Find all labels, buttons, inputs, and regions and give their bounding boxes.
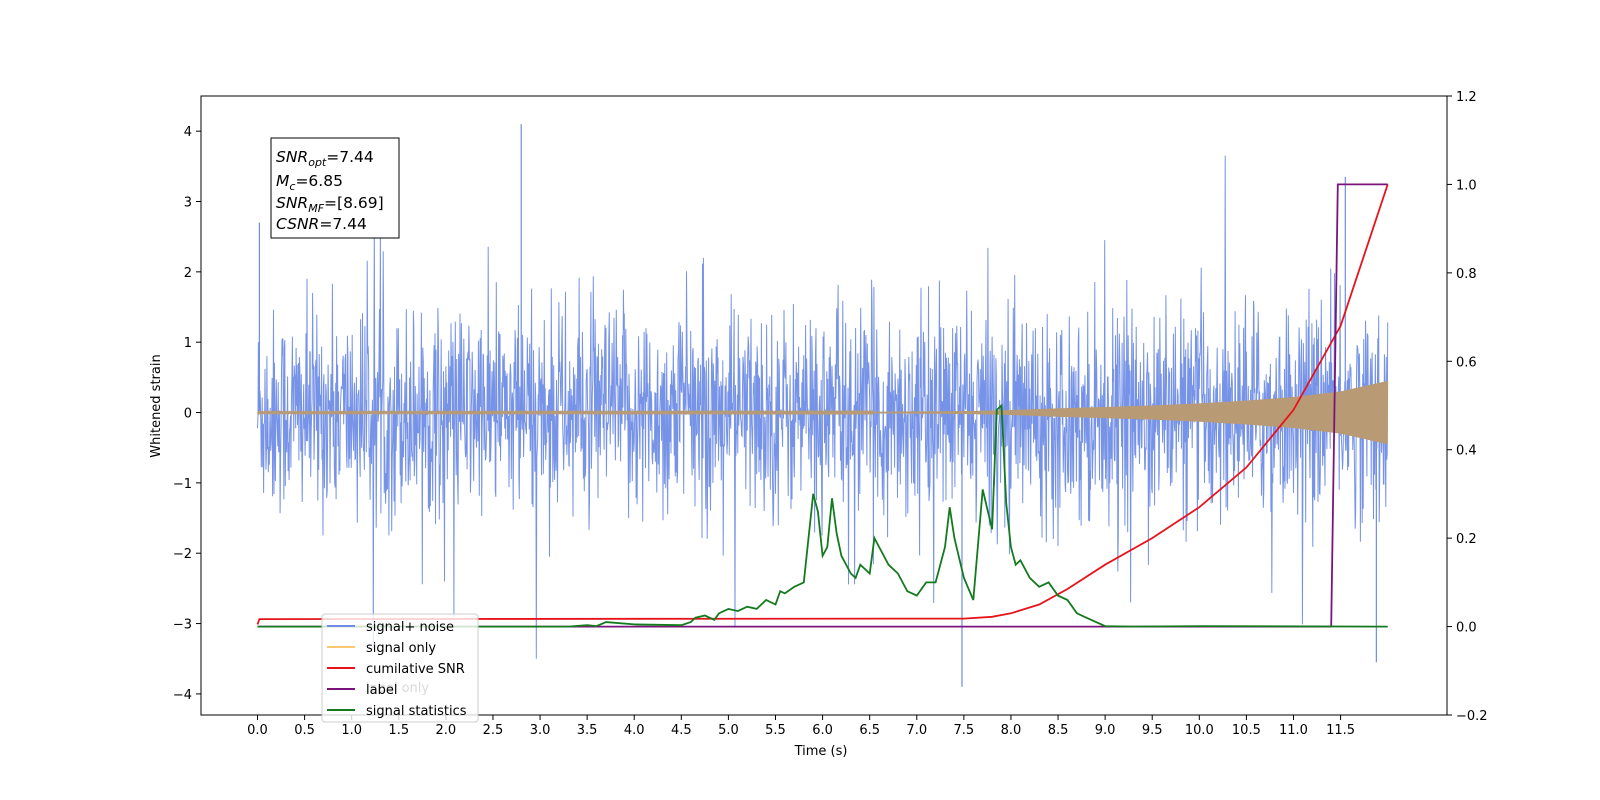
axes-frame <box>200 95 1448 716</box>
y-left-tick-label: −3 <box>173 618 192 633</box>
series-label-line <box>257 183 1388 628</box>
legend-label-signal-statistics: signal statistics <box>366 704 467 719</box>
annotation-symbol: CSNR <box>276 215 319 233</box>
annotation-symbol: SNR <box>276 148 308 166</box>
y-right-tick-label: 0.6 <box>1456 355 1477 370</box>
x-tick-label: 11.0 <box>1279 723 1308 738</box>
y-left-tick-label: 3 <box>184 196 192 211</box>
y-right-tick-label: 0.0 <box>1456 621 1477 636</box>
y-axis-left-label: Whitened strain <box>149 354 164 457</box>
y-axis-right: −0.2 0.0 0.2 0.4 0.6 0.8 1.0 1.2 <box>1447 90 1488 724</box>
y-right-tick-label: −0.2 <box>1456 709 1488 724</box>
x-tick-label: 8.0 <box>1001 723 1022 738</box>
legend-label-signal-noise: signal+ noise <box>366 620 454 635</box>
x-tick-label: 9.0 <box>1095 723 1116 738</box>
legend-label-label: label <box>366 683 397 698</box>
annotation-subscript: c <box>289 180 295 193</box>
legend-frame <box>321 613 479 723</box>
annotation-symbol: M <box>276 172 289 190</box>
x-tick-label: 10.0 <box>1185 723 1214 738</box>
annotation-line-snr-mf: SNRMF=[8.69] <box>276 194 384 215</box>
annotation-line-csnr: CSNR=7.44 <box>276 215 367 233</box>
annotation-value: =7.44 <box>319 215 367 233</box>
stats-annotation-box: SNRopt=7.44 Mc=6.85 SNRMF=[8.69] CSNR=7.… <box>270 137 400 239</box>
legend: label only signal+ noise signal only cum… <box>321 613 479 723</box>
series-signal-statistics-line <box>257 403 1388 628</box>
y-right-tick-label: 1.2 <box>1456 90 1477 105</box>
x-tick-label: 1.0 <box>341 723 362 738</box>
y-left-tick-label: −1 <box>173 477 192 492</box>
x-tick-label: 7.0 <box>906 723 927 738</box>
x-tick-label: 11.5 <box>1326 723 1355 738</box>
y-left-tick-label: 2 <box>184 266 192 281</box>
signal-series-layer <box>257 380 1389 445</box>
y-left-tick-label: −4 <box>173 688 192 703</box>
y-right-tick-label: 1.0 <box>1456 178 1477 193</box>
noise-series-layer <box>257 124 1389 687</box>
y-right-tick-label: 0.4 <box>1456 444 1477 459</box>
y-right-tick-label: 0.2 <box>1456 532 1477 547</box>
y-left-tick-label: 4 <box>184 125 192 140</box>
x-tick-label: 4.5 <box>671 723 692 738</box>
annotation-symbol: SNR <box>276 194 308 212</box>
plot-area <box>256 124 1389 687</box>
annotation-frame <box>270 137 400 239</box>
x-tick-label: 10.5 <box>1232 723 1261 738</box>
legend-label-signal-only: signal only <box>366 641 436 656</box>
series-signal-only-line <box>257 380 1389 445</box>
series-cumulative-snr-line <box>256 184 1389 625</box>
annotation-value: =6.85 <box>295 172 343 190</box>
legend-label-cumulative-snr: cumilative SNR <box>366 662 465 677</box>
y-axis-left: −4 −3 −2 −1 0 1 2 3 4 <box>173 125 201 703</box>
y-right-tick-label: 0.8 <box>1456 267 1477 282</box>
x-tick-label: 0.5 <box>294 723 315 738</box>
x-tick-label: 8.5 <box>1048 723 1069 738</box>
x-tick-label: 9.5 <box>1142 723 1163 738</box>
annotation-line-mc: Mc=6.85 <box>276 172 343 193</box>
x-tick-label: 1.5 <box>388 723 409 738</box>
x-tick-label: 3.0 <box>530 723 551 738</box>
annotation-line-snr-opt: SNRopt=7.44 <box>276 148 374 169</box>
annotation-value: =[8.69] <box>324 194 384 212</box>
x-axis: 0.0 0.5 1.0 1.5 2.0 2.5 3.0 3.5 4.0 4.5 5.0 5.5 6.0 6… <box>247 715 1355 738</box>
x-tick-label: 0.0 <box>247 723 268 738</box>
x-axis-label: Time (s) <box>794 744 848 759</box>
y-left-tick-label: 0 <box>184 407 192 422</box>
x-tick-label: 5.0 <box>718 723 739 738</box>
annotation-subscript: MF <box>308 202 324 215</box>
x-tick-label: 4.0 <box>624 723 645 738</box>
x-tick-label: 2.5 <box>483 723 504 738</box>
x-tick-label: 7.5 <box>954 723 975 738</box>
x-tick-label: 6.0 <box>812 723 833 738</box>
legend-hidden-entry-label-only: label only <box>366 681 429 696</box>
y-left-tick-label: 1 <box>184 336 192 351</box>
annotation-subscript: opt <box>308 156 327 169</box>
x-tick-label: 6.5 <box>859 723 880 738</box>
y-left-tick-label: −2 <box>173 547 192 562</box>
x-tick-label: 5.5 <box>765 723 786 738</box>
x-tick-label: 2.0 <box>436 723 457 738</box>
x-tick-label: 3.5 <box>577 723 598 738</box>
right-axis-series-layer <box>256 183 1389 628</box>
annotation-value: =7.44 <box>326 148 374 166</box>
series-signal-noise-line <box>257 155 1389 659</box>
